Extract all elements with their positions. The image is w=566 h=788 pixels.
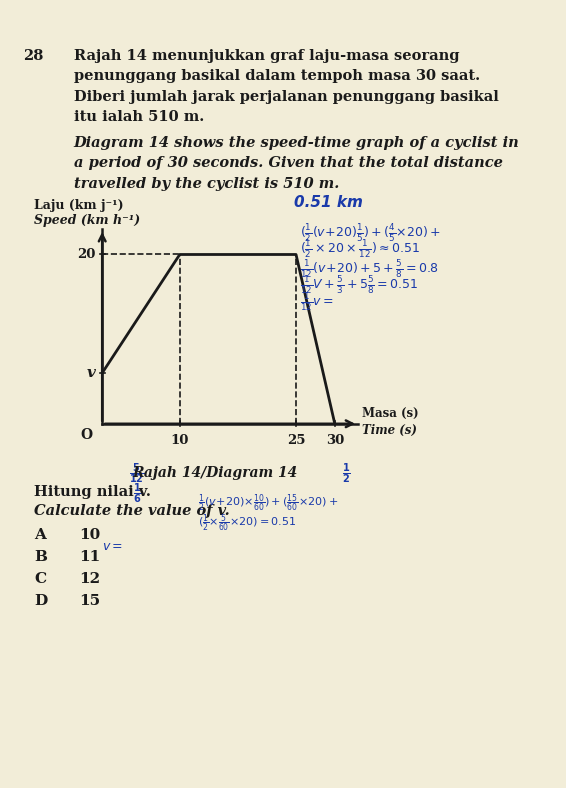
- Text: Rajah 14 menunjukkan graf laju-masa seorang: Rajah 14 menunjukkan graf laju-masa seor…: [74, 49, 459, 63]
- Text: 0.51 km: 0.51 km: [294, 195, 363, 210]
- Text: 10: 10: [79, 528, 101, 542]
- Text: $\mathbf{\frac{5}{12}}$: $\mathbf{\frac{5}{12}}$: [129, 462, 145, 486]
- Text: Time (s): Time (s): [362, 424, 417, 437]
- Text: a period of 30 seconds. Given that the total distance: a period of 30 seconds. Given that the t…: [74, 156, 503, 170]
- Text: Diagram 14 shows the speed-time graph of a cyclist in: Diagram 14 shows the speed-time graph of…: [74, 136, 520, 150]
- Text: itu ialah 510 m.: itu ialah 510 m.: [74, 110, 204, 125]
- Text: 25: 25: [287, 434, 305, 447]
- Text: Hitung nilai v.: Hitung nilai v.: [34, 485, 151, 499]
- Text: Masa (s): Masa (s): [362, 407, 418, 420]
- Text: $\frac{1}{12}(v\!+\!20) + 5 + \frac{5}{8} = 0.8$: $\frac{1}{12}(v\!+\!20) + 5 + \frac{5}{8…: [300, 258, 439, 281]
- Text: 15: 15: [79, 594, 100, 608]
- Text: Rajah 14/Diagram 14: Rajah 14/Diagram 14: [132, 466, 298, 481]
- Text: 12: 12: [79, 572, 100, 586]
- Text: $v =$: $v =$: [102, 540, 123, 552]
- Text: $\mathbf{\frac{1}{6}}$: $\mathbf{\frac{1}{6}}$: [132, 481, 142, 506]
- Text: $\frac{1}{12}v =$: $\frac{1}{12}v =$: [300, 292, 334, 314]
- Text: O: O: [81, 428, 93, 442]
- Text: penunggang basikal dalam tempoh masa 30 saat.: penunggang basikal dalam tempoh masa 30 …: [74, 69, 480, 84]
- Text: Laju (km j⁻¹): Laju (km j⁻¹): [34, 199, 123, 211]
- Text: 30: 30: [325, 434, 344, 447]
- Text: $\frac{1}{12}V + \frac{5}{3} + 5\frac{5}{8} = 0.51$: $\frac{1}{12}V + \frac{5}{3} + 5\frac{5}…: [300, 274, 418, 296]
- Text: D: D: [34, 594, 47, 608]
- Text: $\mathbf{\frac{1}{2}}$: $\mathbf{\frac{1}{2}}$: [342, 462, 351, 486]
- Text: v: v: [87, 366, 96, 380]
- Text: 11: 11: [79, 550, 101, 564]
- Text: C: C: [34, 572, 46, 586]
- Text: B: B: [34, 550, 47, 564]
- Text: Calculate the value of v.: Calculate the value of v.: [34, 504, 230, 519]
- Text: Speed (km h⁻¹): Speed (km h⁻¹): [34, 214, 140, 227]
- Text: 20: 20: [78, 248, 96, 261]
- Text: 28: 28: [23, 49, 43, 63]
- Text: travelled by the cyclist is 510 m.: travelled by the cyclist is 510 m.: [74, 177, 339, 191]
- Text: $(\frac{1}{2}(v\!+\!20)\frac{1}{5}) + (\frac{4}{5}{\times}20) +$: $(\frac{1}{2}(v\!+\!20)\frac{1}{5}) + (\…: [300, 222, 440, 244]
- Text: 10: 10: [170, 434, 189, 447]
- Text: Diberi jumlah jarak perjalanan penunggang basikal: Diberi jumlah jarak perjalanan penunggan…: [74, 90, 499, 104]
- Text: $\frac{1}{2}(v\!+\!20){\times}\frac{10}{60}) + (\frac{15}{60}{\times}20) +$: $\frac{1}{2}(v\!+\!20){\times}\frac{10}{…: [198, 492, 338, 514]
- Text: $(\frac{1}{2}{\times}\frac{5}{60}{\times}20) = 0.51$: $(\frac{1}{2}{\times}\frac{5}{60}{\times…: [198, 512, 297, 533]
- Text: A: A: [34, 528, 46, 542]
- Text: $(\frac{1}{2} \times 20 \times \frac{1}{12}) \approx 0.51$: $(\frac{1}{2} \times 20 \times \frac{1}{…: [300, 238, 420, 260]
